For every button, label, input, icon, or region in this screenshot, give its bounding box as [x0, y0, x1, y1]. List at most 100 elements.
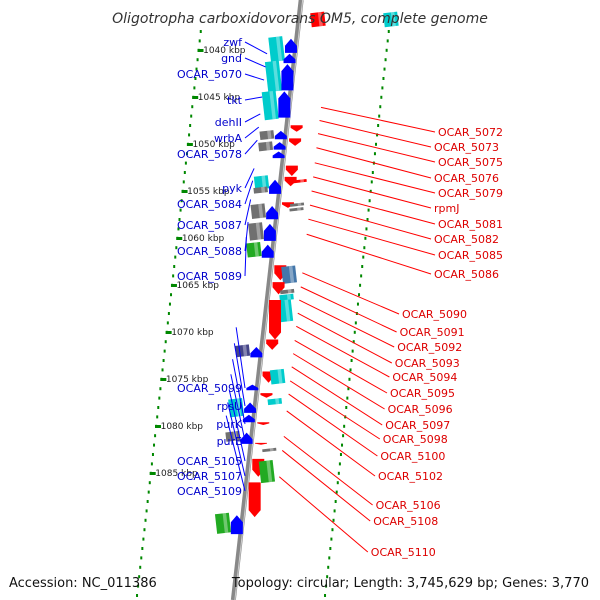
gene-label-ocar_5079: OCAR_5079 — [438, 187, 503, 200]
leader-line — [308, 218, 436, 256]
tick-dot — [174, 255, 177, 259]
tick-track — [136, 30, 390, 597]
forward-gene-box — [253, 186, 268, 194]
kbp-tick — [170, 284, 177, 287]
forward-gene-arrow — [284, 38, 297, 53]
tick-dot — [365, 227, 368, 231]
tick-dot — [180, 199, 183, 203]
reverse-gene-arrow — [257, 422, 270, 426]
leader-line — [317, 133, 436, 163]
leader-line — [294, 340, 388, 394]
gene-label-purk: purK — [216, 418, 242, 431]
gene-label-ocar_5086: OCAR_5086 — [434, 268, 499, 281]
leader-line — [296, 325, 390, 378]
tick-dot — [353, 330, 356, 334]
reverse-gene-box-shade — [286, 293, 292, 300]
forward-gene-arrow — [273, 142, 286, 150]
tick-dot — [172, 274, 175, 278]
tick-dot — [156, 415, 159, 419]
tick-dot — [168, 302, 171, 306]
tick-dot — [173, 265, 176, 268]
forward-gene-box — [234, 344, 251, 358]
gene-label-ocar_5085: OCAR_5085 — [438, 249, 503, 262]
leader-line — [316, 147, 432, 179]
leader-line — [288, 393, 378, 457]
gene-label-ocar_5095: OCAR_5095 — [390, 387, 455, 400]
kbp-tick — [186, 143, 193, 146]
leader-line — [233, 343, 246, 407]
tick-dot — [338, 462, 341, 466]
forward-gene-arrow — [240, 432, 253, 444]
forward-gene-arrow — [274, 130, 287, 140]
kbp-tick — [149, 472, 156, 475]
leader-line — [311, 190, 436, 225]
tick-dot — [370, 180, 373, 184]
kbp-label: 1085 kbp — [155, 469, 198, 479]
tick-dot — [382, 77, 385, 80]
forward-gene-arrow — [278, 91, 291, 118]
gene-label-dehii: dehII — [215, 116, 242, 129]
reverse-gene-arrow — [254, 442, 267, 445]
reverse-gene-box-shade — [297, 207, 301, 211]
kbp-tick — [192, 96, 199, 99]
leader-line — [244, 221, 249, 252]
reverse-gene-box — [280, 288, 295, 295]
gene-label-ocar_5088: OCAR_5088 — [177, 245, 242, 258]
gene-label-ocar_5108: OCAR_5108 — [373, 515, 438, 528]
reverse-gene-box-shade — [269, 448, 274, 452]
tick-dot — [185, 152, 188, 156]
tick-dot — [350, 359, 353, 362]
tick-dot — [184, 161, 187, 165]
tick-dot — [182, 180, 185, 184]
gene-label-ocar_5084: OCAR_5084 — [177, 198, 242, 211]
tick-dot — [194, 77, 197, 80]
forward-gene-box-shade — [269, 90, 276, 120]
reverse-gene-arrow — [260, 393, 273, 398]
tick-dot — [336, 481, 339, 485]
reverse-gene-box-shade — [317, 11, 323, 27]
gene-label-ocar_5072: OCAR_5072 — [438, 126, 503, 139]
forward-gene-arrow — [242, 414, 255, 423]
tick-dot — [364, 236, 367, 240]
tick-dot — [363, 246, 366, 250]
reverse-gene-box-shade — [300, 179, 305, 183]
gene-label-zwf: zwf — [223, 36, 243, 49]
tick-dot — [334, 500, 337, 503]
reverse-gene-box — [383, 11, 399, 28]
tick-dot — [330, 537, 333, 541]
gene-label-ocar_5081: OCAR_5081 — [438, 218, 503, 231]
gene-label-ocar_5098: OCAR_5098 — [383, 433, 448, 446]
reverse-gene-arrow — [266, 339, 279, 350]
gene-label-pure: purE — [217, 435, 242, 448]
gene-label-ocar_5070: OCAR_5070 — [177, 68, 242, 81]
reverse-gene-box-shade — [390, 11, 396, 27]
tick-dot — [142, 537, 145, 541]
kbp-label: 1070 kbp — [171, 328, 214, 338]
tick-dot — [327, 565, 330, 569]
reverse-gene-box — [289, 202, 305, 207]
tick-dot — [143, 528, 146, 532]
kbp-label: 1050 kbp — [192, 140, 235, 150]
leader-line — [302, 272, 400, 315]
tick-dot — [178, 218, 181, 221]
tick-dot — [154, 434, 157, 438]
forward-gene-box-shade — [242, 344, 248, 357]
gene-label-ocar_5107: OCAR_5107 — [177, 470, 242, 483]
tick-dot — [349, 368, 352, 372]
forward-gene-box-shade — [258, 203, 264, 219]
gene-label-ocar_5100: OCAR_5100 — [380, 450, 445, 463]
tick-dot — [343, 424, 346, 428]
tick-dot — [177, 227, 180, 231]
gene-label-ocar_5076: OCAR_5076 — [434, 172, 499, 185]
topology-text: Topology: circular; Length: 3,745,629 bp… — [231, 576, 589, 591]
leader-line — [313, 176, 432, 209]
tick-dot — [354, 321, 357, 325]
forward-gene-box — [214, 512, 232, 534]
reverse-gene-box — [267, 397, 283, 406]
leader-line — [309, 204, 432, 240]
gene-label-rpsu: rpsU — [217, 400, 242, 413]
reverse-gene-arrow — [248, 482, 261, 518]
tick-dot — [356, 302, 359, 306]
tick-dot — [333, 509, 336, 513]
